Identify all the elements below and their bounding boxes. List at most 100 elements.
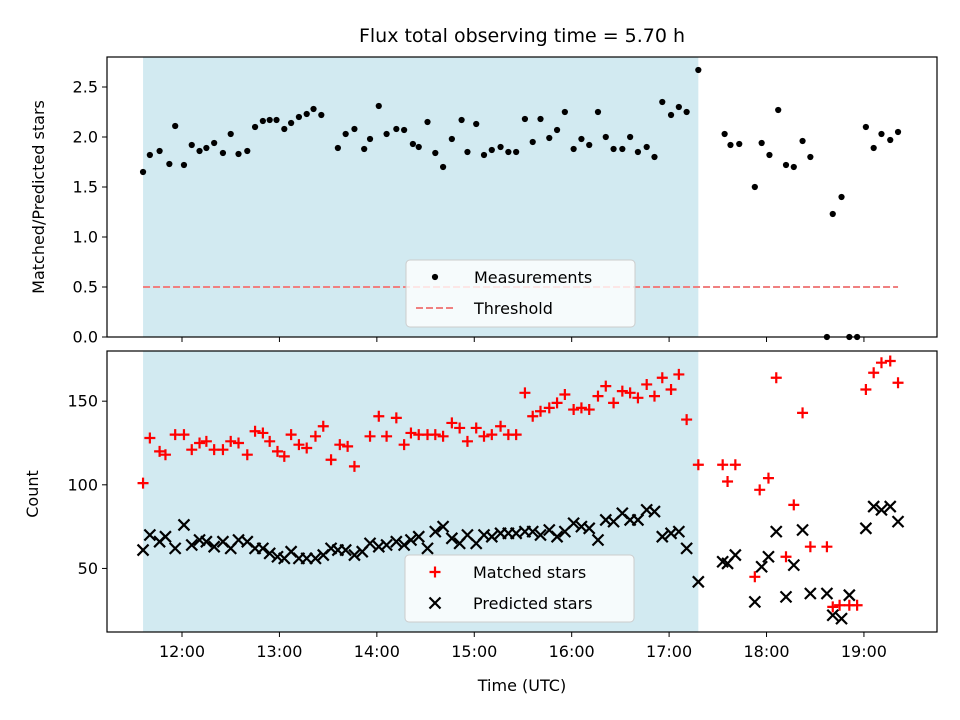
data-point <box>488 146 495 154</box>
data-point <box>721 130 728 138</box>
data-point <box>659 98 666 106</box>
data-point <box>405 427 417 439</box>
data-point <box>513 148 520 156</box>
data-point <box>136 543 150 557</box>
data-point <box>578 135 585 143</box>
data-point <box>875 357 887 369</box>
data-point <box>634 148 642 156</box>
data-point <box>543 402 555 414</box>
data-point <box>505 148 512 156</box>
legend: Measurements Threshold <box>405 259 636 328</box>
data-point <box>259 117 266 125</box>
data-point <box>648 390 660 402</box>
data-point <box>200 535 213 548</box>
data-point <box>717 459 729 471</box>
plot-area: 0.0 0.5 1.0 1.5 2.0 2.5 Measurements Threshold 1… <box>67 56 938 661</box>
data-point <box>446 417 458 429</box>
data-point <box>729 459 741 471</box>
data-point <box>310 105 317 113</box>
data-point <box>303 110 310 118</box>
data-point <box>351 125 358 133</box>
data-point <box>826 608 840 622</box>
data-point <box>241 449 253 461</box>
data-point <box>421 542 434 555</box>
data-point <box>194 437 206 449</box>
data-point <box>535 405 547 417</box>
data-point <box>867 500 880 513</box>
bottom-y-axis-label: Count <box>23 470 42 518</box>
data-point <box>263 547 276 560</box>
data-point <box>527 410 539 422</box>
data-point <box>278 450 290 462</box>
data-point <box>334 144 341 152</box>
data-point <box>667 111 675 119</box>
data-point <box>432 149 439 157</box>
data-point <box>429 429 441 441</box>
data-point <box>235 150 242 158</box>
data-point <box>575 402 587 414</box>
data-point <box>139 168 147 176</box>
data-point <box>567 517 580 530</box>
data-point <box>656 530 669 543</box>
data-point <box>366 135 374 143</box>
data-point <box>227 130 234 138</box>
y-tick-label: 50 <box>78 559 98 578</box>
data-point <box>862 123 869 131</box>
data-point <box>146 151 153 159</box>
data-point <box>755 560 768 574</box>
data-point <box>285 429 297 441</box>
data-point <box>641 378 653 390</box>
data-point <box>458 116 465 124</box>
data-point <box>616 385 628 397</box>
data-point <box>568 404 580 416</box>
data-point <box>178 429 190 441</box>
data-point <box>859 522 873 535</box>
data-point <box>398 439 410 451</box>
data-point <box>835 612 848 625</box>
data-point <box>251 123 259 131</box>
data-point <box>473 120 480 128</box>
data-point <box>211 139 218 147</box>
data-point <box>692 575 705 589</box>
data-point <box>361 145 368 153</box>
data-point <box>364 430 376 442</box>
data-point <box>309 552 322 565</box>
data-point <box>656 372 668 384</box>
data-point <box>610 145 617 153</box>
data-point <box>804 587 817 600</box>
data-point <box>608 397 620 409</box>
data-point <box>373 410 385 422</box>
data-point <box>851 599 863 611</box>
data-point <box>762 550 775 564</box>
data-point <box>342 440 354 452</box>
data-point <box>317 420 329 432</box>
data-point <box>551 397 563 409</box>
data-point <box>600 380 612 392</box>
legend: Matched stars Predicted stars <box>404 554 635 623</box>
y-tick-label: 0.5 <box>73 278 98 297</box>
panel-count: 12:00 13:00 14:00 15:00 16:00 17:00 18:00 19:00… <box>67 350 938 661</box>
data-point <box>632 392 644 404</box>
data-point <box>770 372 782 384</box>
axes-frame <box>106 350 938 633</box>
data-point <box>383 130 390 138</box>
data-point <box>683 108 690 116</box>
data-point <box>381 430 393 442</box>
data-point <box>790 163 797 171</box>
x-tick-label: 17:00 <box>646 642 692 661</box>
data-point <box>464 148 471 156</box>
data-point <box>375 102 382 110</box>
data-point <box>390 535 403 548</box>
data-point <box>838 193 845 201</box>
data-point <box>529 138 536 146</box>
data-point <box>665 383 677 395</box>
legend-label: Matched stars <box>473 563 586 582</box>
data-point <box>534 528 547 542</box>
data-point <box>878 130 885 138</box>
data-point <box>651 153 658 161</box>
legend-label: Measurements <box>474 268 592 287</box>
data-point <box>695 66 702 74</box>
data-point <box>143 528 157 542</box>
data-point <box>788 499 800 511</box>
